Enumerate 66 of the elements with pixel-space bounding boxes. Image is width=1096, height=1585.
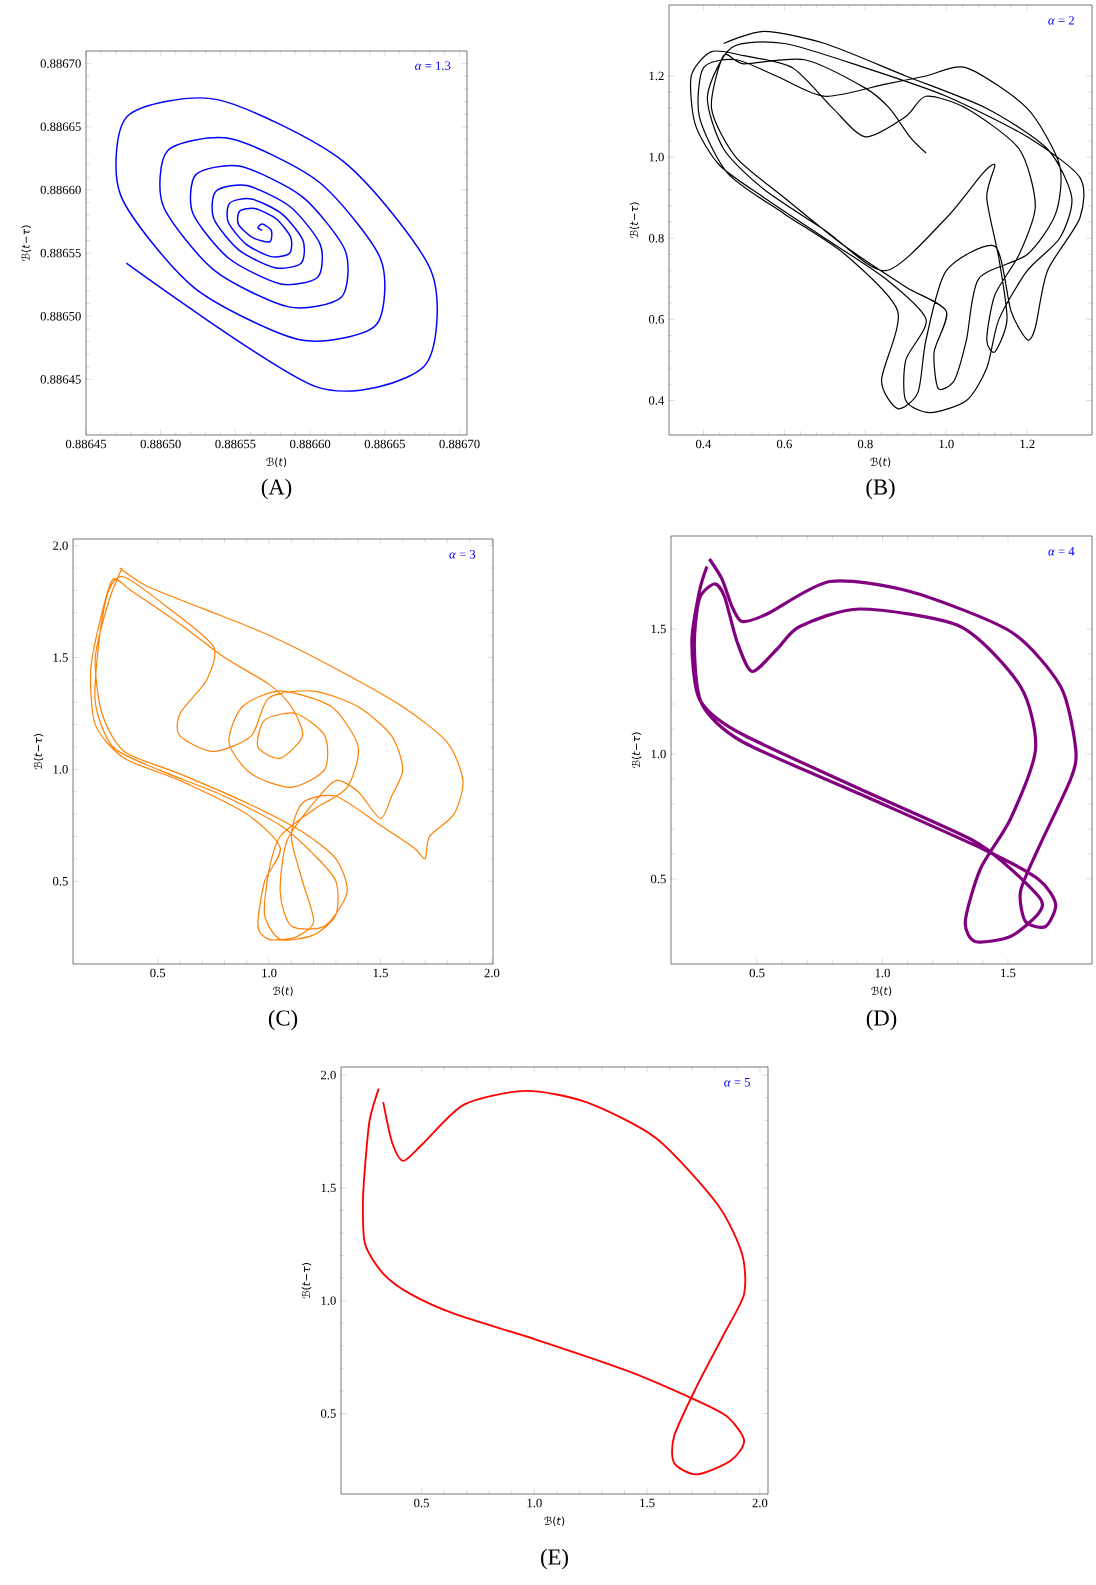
x-tick-label: 1.5 bbox=[640, 1498, 655, 1508]
annotation: α = 1.3 bbox=[415, 61, 451, 71]
x-axis-title: ℬ(t) bbox=[871, 986, 892, 997]
y-tick-label: 1.0 bbox=[651, 749, 666, 759]
y-tick-label: 1.5 bbox=[53, 653, 68, 662]
x-tick-label: 1.5 bbox=[1001, 968, 1016, 978]
x-tick-label: 1.0 bbox=[262, 968, 277, 978]
text: (B) bbox=[866, 478, 895, 500]
x-tick-label: 0.5 bbox=[150, 968, 166, 978]
y-tick-label: 1.5 bbox=[651, 624, 666, 634]
text: (D) bbox=[866, 1009, 897, 1031]
x-tick-label: 2.0 bbox=[752, 1498, 768, 1508]
x-tick-label: 0.88645 bbox=[65, 439, 107, 449]
x-axis-title: ℬ(t) bbox=[272, 986, 293, 997]
y-tick-label: 0.8 bbox=[648, 233, 664, 243]
x-axis-title: ℬ(t) bbox=[870, 457, 891, 468]
y-axis-title: ℬ(t−τ) bbox=[629, 202, 640, 238]
x-tick-label: 0.6 bbox=[776, 439, 792, 449]
text: (E) bbox=[541, 1548, 568, 1570]
x-tick-label: 1.0 bbox=[527, 1498, 542, 1508]
x-tick-label: 0.88665 bbox=[364, 439, 405, 449]
x-tick-label: 1.5 bbox=[373, 968, 388, 978]
y-tick-label: 1.0 bbox=[321, 1296, 336, 1305]
x-tick-label: 0.5 bbox=[414, 1498, 429, 1508]
x-axis-title: ℬ(t) bbox=[266, 457, 287, 468]
y-tick-label: 2.0 bbox=[53, 541, 68, 551]
text: (A) bbox=[261, 478, 292, 500]
x-tick-label: 0.4 bbox=[695, 439, 712, 449]
y-tick-label: 0.88645 bbox=[40, 375, 81, 384]
y-tick-label: 2.0 bbox=[321, 1070, 336, 1080]
x-tick-label: 1.2 bbox=[1020, 439, 1035, 449]
y-tick-label: 1.5 bbox=[321, 1183, 336, 1193]
annotation: α = 4 bbox=[1048, 547, 1075, 556]
y-tick-label: 1.0 bbox=[53, 765, 68, 774]
y-axis-title: ℬ(t−τ) bbox=[301, 1263, 312, 1299]
x-tick-label: 1.0 bbox=[939, 439, 954, 449]
annotation: α = 2 bbox=[1048, 16, 1074, 25]
x-tick-label: 2.0 bbox=[484, 968, 500, 978]
y-tick-label: 0.88655 bbox=[40, 248, 81, 258]
x-tick-label: 1.0 bbox=[875, 968, 890, 978]
annotation: α = 5 bbox=[724, 1078, 750, 1087]
line-series bbox=[361, 1087, 747, 1476]
y-tick-label: 1.0 bbox=[649, 152, 664, 162]
x-axis-title: ℬ(t) bbox=[544, 1516, 565, 1527]
x-tick-label: 0.88650 bbox=[140, 439, 181, 449]
y-tick-label: 0.88670 bbox=[40, 59, 81, 68]
line-series bbox=[90, 567, 464, 940]
y-tick-label: 0.5 bbox=[650, 874, 666, 884]
annotation: α = 3 bbox=[449, 550, 476, 559]
x-tick-label: 0.8 bbox=[857, 439, 873, 449]
text: (C) bbox=[268, 1009, 298, 1031]
x-tick-label: 0.88655 bbox=[215, 439, 256, 449]
y-tick-label: 0.88665 bbox=[40, 122, 81, 132]
y-tick-label: 0.6 bbox=[648, 315, 664, 324]
line-series bbox=[690, 557, 1078, 944]
y-axis-title: ℬ(t−τ) bbox=[21, 225, 31, 261]
y-tick-label: 0.5 bbox=[320, 1409, 336, 1418]
y-axis-title: ℬ(t−τ) bbox=[33, 734, 44, 770]
x-tick-label: 0.88670 bbox=[439, 439, 480, 449]
y-tick-label: 0.4 bbox=[648, 396, 665, 405]
y-tick-label: 1.2 bbox=[649, 71, 664, 81]
y-axis-title: ℬ(t−τ) bbox=[631, 732, 642, 768]
y-tick-label: 0.88660 bbox=[40, 185, 81, 195]
y-tick-label: 0.88650 bbox=[40, 311, 81, 321]
x-tick-label: 0.5 bbox=[749, 968, 765, 978]
y-tick-label: 0.5 bbox=[52, 876, 68, 886]
